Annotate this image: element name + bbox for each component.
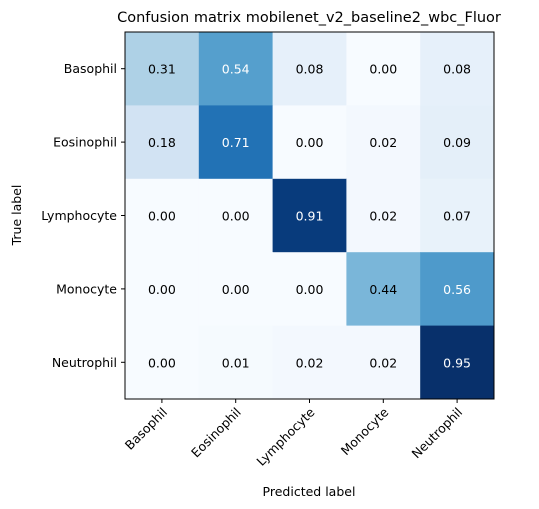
cell-value-label-3-3: 0.44 [369, 282, 397, 297]
cell-value-label-4-1: 0.01 [222, 355, 250, 370]
heatmap-cell-4-3 [346, 325, 421, 400]
heatmap-cell-4-0 [125, 325, 200, 400]
y-axis: Basophil Eosinophil Lymphocyte Monocyte Neut… [41, 61, 125, 370]
y-tick-label-2: Lymphocyte [41, 208, 117, 223]
cell-value-label-0-3: 0.00 [369, 62, 397, 77]
cell-value-label-0-0: 0.31 [148, 62, 176, 77]
cell-value-label-1-1: 0.71 [222, 135, 250, 150]
heatmap-cell-1-3 [346, 105, 421, 180]
heatmap-cell-3-4 [420, 252, 495, 327]
heatmap-cell-1-4 [420, 105, 495, 180]
heatmap-cell-4-1 [198, 325, 274, 400]
cell-value-label-1-0: 0.18 [148, 135, 176, 150]
heatmap-cell-3-3 [346, 252, 421, 327]
y-tick-label-3: Monocyte [56, 281, 117, 296]
cell-value-label-2-4: 0.07 [443, 209, 471, 224]
heatmap-cell-4-4 [420, 325, 495, 400]
heatmap-cell-2-3 [346, 178, 421, 253]
cell-value-label-3-1: 0.00 [222, 282, 250, 297]
cell-value-label-1-3: 0.02 [369, 135, 397, 150]
cell-value-label-3-4: 0.56 [443, 282, 471, 297]
cell-value-label-4-2: 0.02 [296, 355, 324, 370]
heatmap-cell-0-2 [272, 32, 347, 106]
heatmap-cell-0-4 [420, 32, 495, 106]
cell-value-label-0-4: 0.08 [443, 62, 471, 77]
heatmap-cell-1-1 [198, 105, 274, 180]
cell-value-label-2-3: 0.02 [369, 209, 397, 224]
heatmap-cell-0-0 [125, 32, 200, 106]
y-axis-label: True label [9, 185, 24, 247]
heatmap-cell-1-2 [272, 105, 347, 180]
heatmap-cell-2-2 [272, 178, 347, 253]
cell-value-label-4-4: 0.95 [443, 355, 471, 370]
heatmap-cell-0-3 [346, 32, 421, 106]
cell-value-label-2-1: 0.00 [222, 209, 250, 224]
heatmap-cell-2-0 [125, 178, 200, 253]
heatmap-cell-0-1 [198, 32, 274, 106]
x-tick-label-4: Neutrophil [409, 405, 466, 462]
heatmap-cell-4-2 [272, 325, 347, 400]
y-tick-label-1: Eosinophil [53, 135, 117, 150]
heatmap-cell-3-1 [198, 252, 274, 327]
cell-value-label-2-2: 0.91 [296, 209, 324, 224]
cell-value-label-0-2: 0.08 [296, 62, 324, 77]
x-tick-label-3: Monocyte [338, 404, 392, 458]
x-tick-label-1: Eosinophil [188, 405, 244, 461]
heatmap-cell-2-1 [198, 178, 274, 253]
heatmap-cell-3-0 [125, 252, 200, 327]
cell-value-label-1-4: 0.09 [443, 135, 471, 150]
heatmap-cell-2-4 [420, 178, 495, 253]
x-axis-label: Predicted label [263, 484, 356, 499]
heatmap-cells [125, 32, 495, 400]
y-tick-label-4: Neutrophil [52, 355, 117, 370]
cell-value-label-0-1: 0.54 [222, 62, 250, 77]
heatmap-value-labels: 0.31 0.54 0.08 0.00 0.08 0.18 0.71 0.00 0.02 0.09… [148, 62, 471, 371]
cell-value-label-1-2: 0.00 [296, 135, 324, 150]
cell-value-label-2-0: 0.00 [148, 209, 176, 224]
cell-value-label-3-2: 0.00 [296, 282, 324, 297]
heatmap-cell-3-2 [272, 252, 347, 327]
x-tick-label-2: Lymphocyte [253, 404, 317, 468]
chart-title: Confusion matrix mobilenet_v2_baseline2_… [117, 10, 501, 26]
x-tick-label-0: Basophil [122, 405, 170, 453]
cell-value-label-3-0: 0.00 [148, 282, 176, 297]
cell-value-label-4-3: 0.02 [369, 355, 397, 370]
y-tick-label-0: Basophil [64, 61, 117, 76]
heatmap-cell-1-0 [125, 105, 200, 180]
x-axis: Basophil Eosinophil Lymphocyte Monocyte Neut… [122, 399, 465, 469]
cell-value-label-4-0: 0.00 [148, 355, 176, 370]
